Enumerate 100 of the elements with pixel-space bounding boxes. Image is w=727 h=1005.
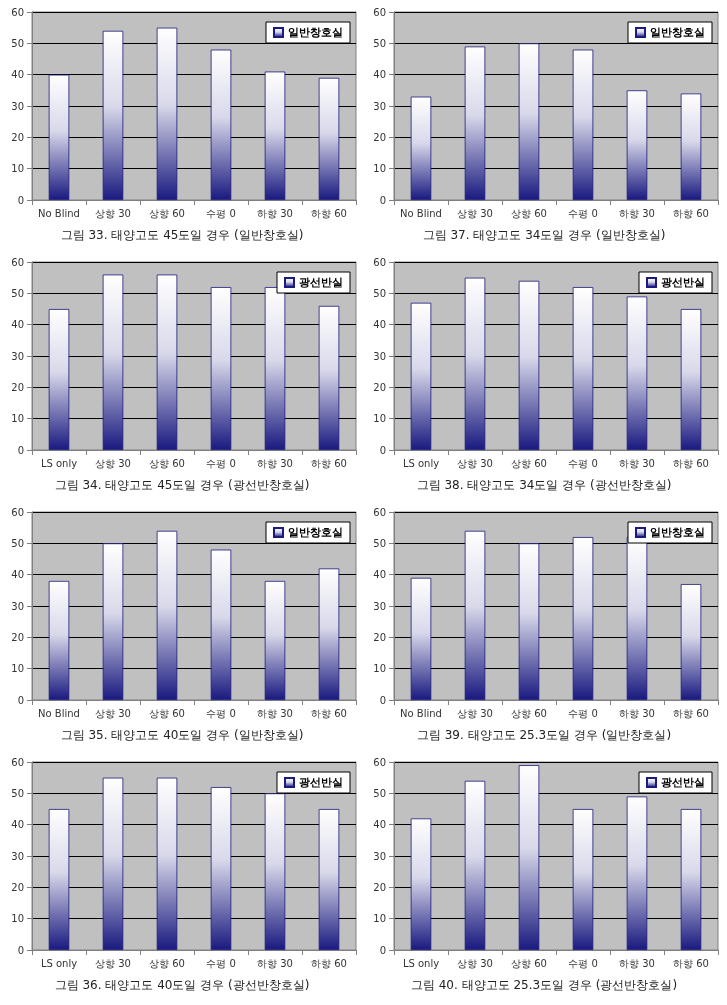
bar <box>48 74 70 200</box>
x-tick-label: No Blind <box>400 207 442 219</box>
y-tick-label: 0 <box>379 694 386 706</box>
x-tick-label: No Blind <box>38 207 80 219</box>
y-tick-label: 50 <box>11 287 24 299</box>
x-tick-label: 상향 30 <box>457 457 493 469</box>
x-tick-label: No Blind <box>38 707 80 719</box>
y-tick-label: 30 <box>11 350 24 362</box>
y-tick-label: 20 <box>11 881 24 893</box>
x-tick-label: 하향 60 <box>311 207 347 219</box>
y-tick-label: 0 <box>379 194 386 206</box>
legend-label: 광선반실 <box>299 276 343 289</box>
y-tick-label: 0 <box>17 944 24 956</box>
x-tick-label: 상향 30 <box>457 957 493 969</box>
x-tick-label: 상향 30 <box>95 207 131 219</box>
bar <box>518 543 540 700</box>
x-tick-label: 상향 30 <box>95 457 131 469</box>
y-tick-label: 0 <box>379 444 386 456</box>
x-tick-label: 하향 30 <box>257 707 293 719</box>
y-tick-label: 10 <box>373 163 386 175</box>
x-tick-label: 상향 60 <box>511 457 547 469</box>
bar <box>156 530 178 700</box>
y-tick-label: 40 <box>373 569 386 581</box>
bar <box>572 809 594 950</box>
y-tick-label: 30 <box>373 100 386 112</box>
bar <box>572 49 594 200</box>
y-tick-label: 40 <box>11 569 24 581</box>
bar <box>680 309 702 450</box>
y-tick-label: 30 <box>11 100 24 112</box>
x-tick-label: 수평 0 <box>206 707 236 719</box>
bar <box>680 93 702 200</box>
y-tick-label: 40 <box>373 69 386 81</box>
y-tick-label: 60 <box>11 6 24 18</box>
bar <box>518 43 540 200</box>
x-tick-label: 수평 0 <box>206 957 236 969</box>
bar <box>210 287 232 450</box>
y-tick-label: 10 <box>373 413 386 425</box>
y-tick-label: 60 <box>11 756 24 768</box>
x-tick-label: 수평 0 <box>206 457 236 469</box>
y-tick-label: 60 <box>373 6 386 18</box>
y-tick-label: 60 <box>373 256 386 268</box>
y-tick-label: 50 <box>373 287 386 299</box>
x-tick-label: LS only <box>402 457 440 469</box>
x-tick-label: LS only <box>40 957 78 969</box>
y-tick-label: 10 <box>11 413 24 425</box>
x-tick-label: 하향 60 <box>311 707 347 719</box>
x-tick-label: 하향 30 <box>257 457 293 469</box>
legend-label: 광선반실 <box>299 776 343 789</box>
x-tick-label: 상향 60 <box>149 707 185 719</box>
y-tick-label: 0 <box>17 694 24 706</box>
text: 그림 37. 태양고도 34도일 경우 (일반창호실) <box>422 228 666 242</box>
y-tick-label: 50 <box>11 537 24 549</box>
y-tick-label: 30 <box>373 850 386 862</box>
bar <box>318 568 340 700</box>
x-tick-label: 상향 60 <box>149 457 185 469</box>
legend-label: 일반창호실 <box>288 526 343 539</box>
bar <box>102 274 124 450</box>
y-tick-label: 10 <box>373 663 386 675</box>
y-tick-label: 30 <box>11 600 24 612</box>
y-tick-label: 30 <box>11 850 24 862</box>
x-tick-label: 수평 0 <box>568 457 598 469</box>
y-tick-label: 20 <box>11 131 24 143</box>
bar <box>464 530 486 700</box>
x-tick-label: 하향 60 <box>673 457 709 469</box>
y-tick-label: 10 <box>373 913 386 925</box>
x-tick-label: 하향 30 <box>619 957 655 969</box>
x-tick-label: 하향 30 <box>257 957 293 969</box>
y-tick-label: 40 <box>11 319 24 331</box>
y-tick-label: 20 <box>373 631 386 643</box>
bar <box>102 543 124 700</box>
y-tick-label: 10 <box>11 913 24 925</box>
x-tick-label: 하향 30 <box>619 707 655 719</box>
legend-label: 광선반실 <box>661 776 705 789</box>
y-tick-label: 0 <box>17 194 24 206</box>
y-tick-label: 20 <box>373 881 386 893</box>
legend-label: 일반창호실 <box>650 526 705 539</box>
bar <box>626 90 648 200</box>
y-tick-label: 20 <box>373 381 386 393</box>
text: 그림 38. 태양고도 34도일 경우 (광선반창호실) <box>416 478 672 492</box>
bar <box>572 287 594 450</box>
y-tick-label: 40 <box>373 819 386 831</box>
y-tick-label: 20 <box>373 131 386 143</box>
y-tick-label: 40 <box>11 69 24 81</box>
y-tick-label: 20 <box>11 631 24 643</box>
x-tick-label: 하향 60 <box>673 957 709 969</box>
bar <box>264 580 286 700</box>
bar <box>210 549 232 700</box>
y-tick-label: 10 <box>11 163 24 175</box>
bar <box>48 309 70 450</box>
bar <box>518 280 540 450</box>
bar <box>410 96 432 200</box>
text: 그림 35. 태양고도 40도일 경우 (일반창호실) <box>60 728 304 742</box>
bar <box>410 818 432 950</box>
x-tick-label: 상향 60 <box>511 707 547 719</box>
y-tick-label: 40 <box>373 319 386 331</box>
y-tick-label: 0 <box>17 444 24 456</box>
y-tick-label: 60 <box>11 256 24 268</box>
x-tick-label: 하향 30 <box>257 207 293 219</box>
y-tick-label: 50 <box>11 787 24 799</box>
y-tick-label: 30 <box>373 350 386 362</box>
